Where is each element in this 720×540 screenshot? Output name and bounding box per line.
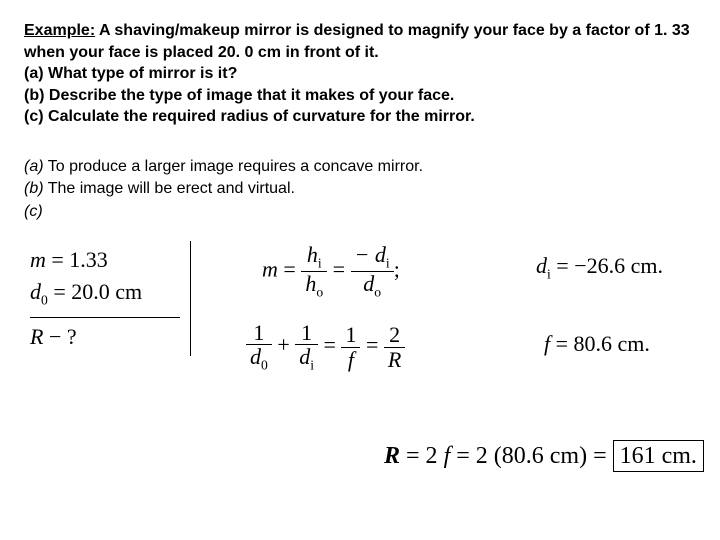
mag-hi: h xyxy=(307,242,318,267)
mag-frac2: − di do xyxy=(351,243,394,299)
given-d0: d0 = 20.0 cm xyxy=(30,279,180,308)
work-area: m = 1.33 d0 = 20.0 cm R − ? m = hi ho = … xyxy=(24,233,696,513)
mag-m: m xyxy=(262,256,278,281)
question-c-label: (c) xyxy=(24,108,44,125)
example-problem: Example: A shaving/makeup mirror is desi… xyxy=(24,20,696,128)
question-a-label: (a) xyxy=(24,65,44,82)
di-var: d xyxy=(536,253,547,278)
mag-ho-sub: o xyxy=(316,284,323,299)
mag-frac1: hi ho xyxy=(301,243,327,299)
problem-statement: A shaving/makeup mirror is designed to m… xyxy=(24,22,690,61)
answer-b-label: (b) xyxy=(24,180,44,197)
mag-hi-sub: i xyxy=(318,256,322,271)
mirror-plus: + xyxy=(277,332,289,357)
di-value: = −26.6 cm. xyxy=(551,253,663,278)
mirror-d0: d xyxy=(250,344,261,369)
mag-neg-di: − d xyxy=(355,242,386,267)
final-lhs: R = 2 f = 2 (80.6 cm) = xyxy=(384,443,613,469)
final-result: R = 2 f = 2 (80.6 cm) = 161 cm. xyxy=(384,443,704,470)
answers-block: (a) To produce a larger image requires a… xyxy=(24,156,696,223)
answer-a: To produce a larger image requires a con… xyxy=(44,158,423,175)
mirror-eq: 1 d0 + 1 di = 1 f = 2 R xyxy=(246,321,405,373)
mag-ho: h xyxy=(305,271,316,296)
question-b: Describe the type of image that it makes… xyxy=(44,87,454,104)
mag-eq2: = xyxy=(333,256,345,281)
mirror-1a: 1 xyxy=(246,321,272,344)
answer-c-label: (c) xyxy=(24,203,43,220)
mirror-term3: 1 f xyxy=(341,323,360,370)
f-value: = 80.6 cm. xyxy=(550,331,650,356)
mirror-2: 2 xyxy=(384,323,405,346)
mag-do-sub: o xyxy=(374,284,381,299)
mag-eq1: = xyxy=(283,256,295,281)
mirror-eq1: = xyxy=(324,332,336,357)
given-divider xyxy=(30,317,180,318)
mirror-term2: 1 di xyxy=(295,321,318,373)
given-R: R − ? xyxy=(30,324,180,350)
mirror-1b: 1 xyxy=(295,321,318,344)
mirror-term1: 1 d0 xyxy=(246,321,272,373)
mirror-di: d xyxy=(299,344,310,369)
question-c: Calculate the required radius of curvatu… xyxy=(44,108,475,125)
mirror-f: f xyxy=(341,347,360,371)
mirror-eq2: = xyxy=(366,332,378,357)
example-lead: Example: xyxy=(24,22,95,39)
answer-a-label: (a) xyxy=(24,158,44,175)
magnification-eq: m = hi ho = − di do ; xyxy=(262,243,400,299)
answer-b: The image will be erect and virtual. xyxy=(44,180,295,197)
f-result: f = 80.6 cm. xyxy=(544,331,650,357)
mirror-R: R xyxy=(384,347,405,371)
question-a: What type of mirror is it? xyxy=(44,65,238,82)
given-m: m = 1.33 xyxy=(30,247,180,273)
mirror-d0-sub: 0 xyxy=(261,358,268,373)
mag-di-sub: i xyxy=(386,256,390,271)
question-b-label: (b) xyxy=(24,87,44,104)
di-result: di = −26.6 cm. xyxy=(536,253,663,282)
mag-semi: ; xyxy=(394,256,400,281)
given-block: m = 1.33 d0 = 20.0 cm R − ? xyxy=(30,241,191,355)
mirror-term4: 2 R xyxy=(384,323,405,370)
mag-do: d xyxy=(363,271,374,296)
mirror-1c: 1 xyxy=(341,323,360,346)
mirror-di-sub: i xyxy=(310,358,314,373)
final-box: 161 cm. xyxy=(613,440,704,472)
